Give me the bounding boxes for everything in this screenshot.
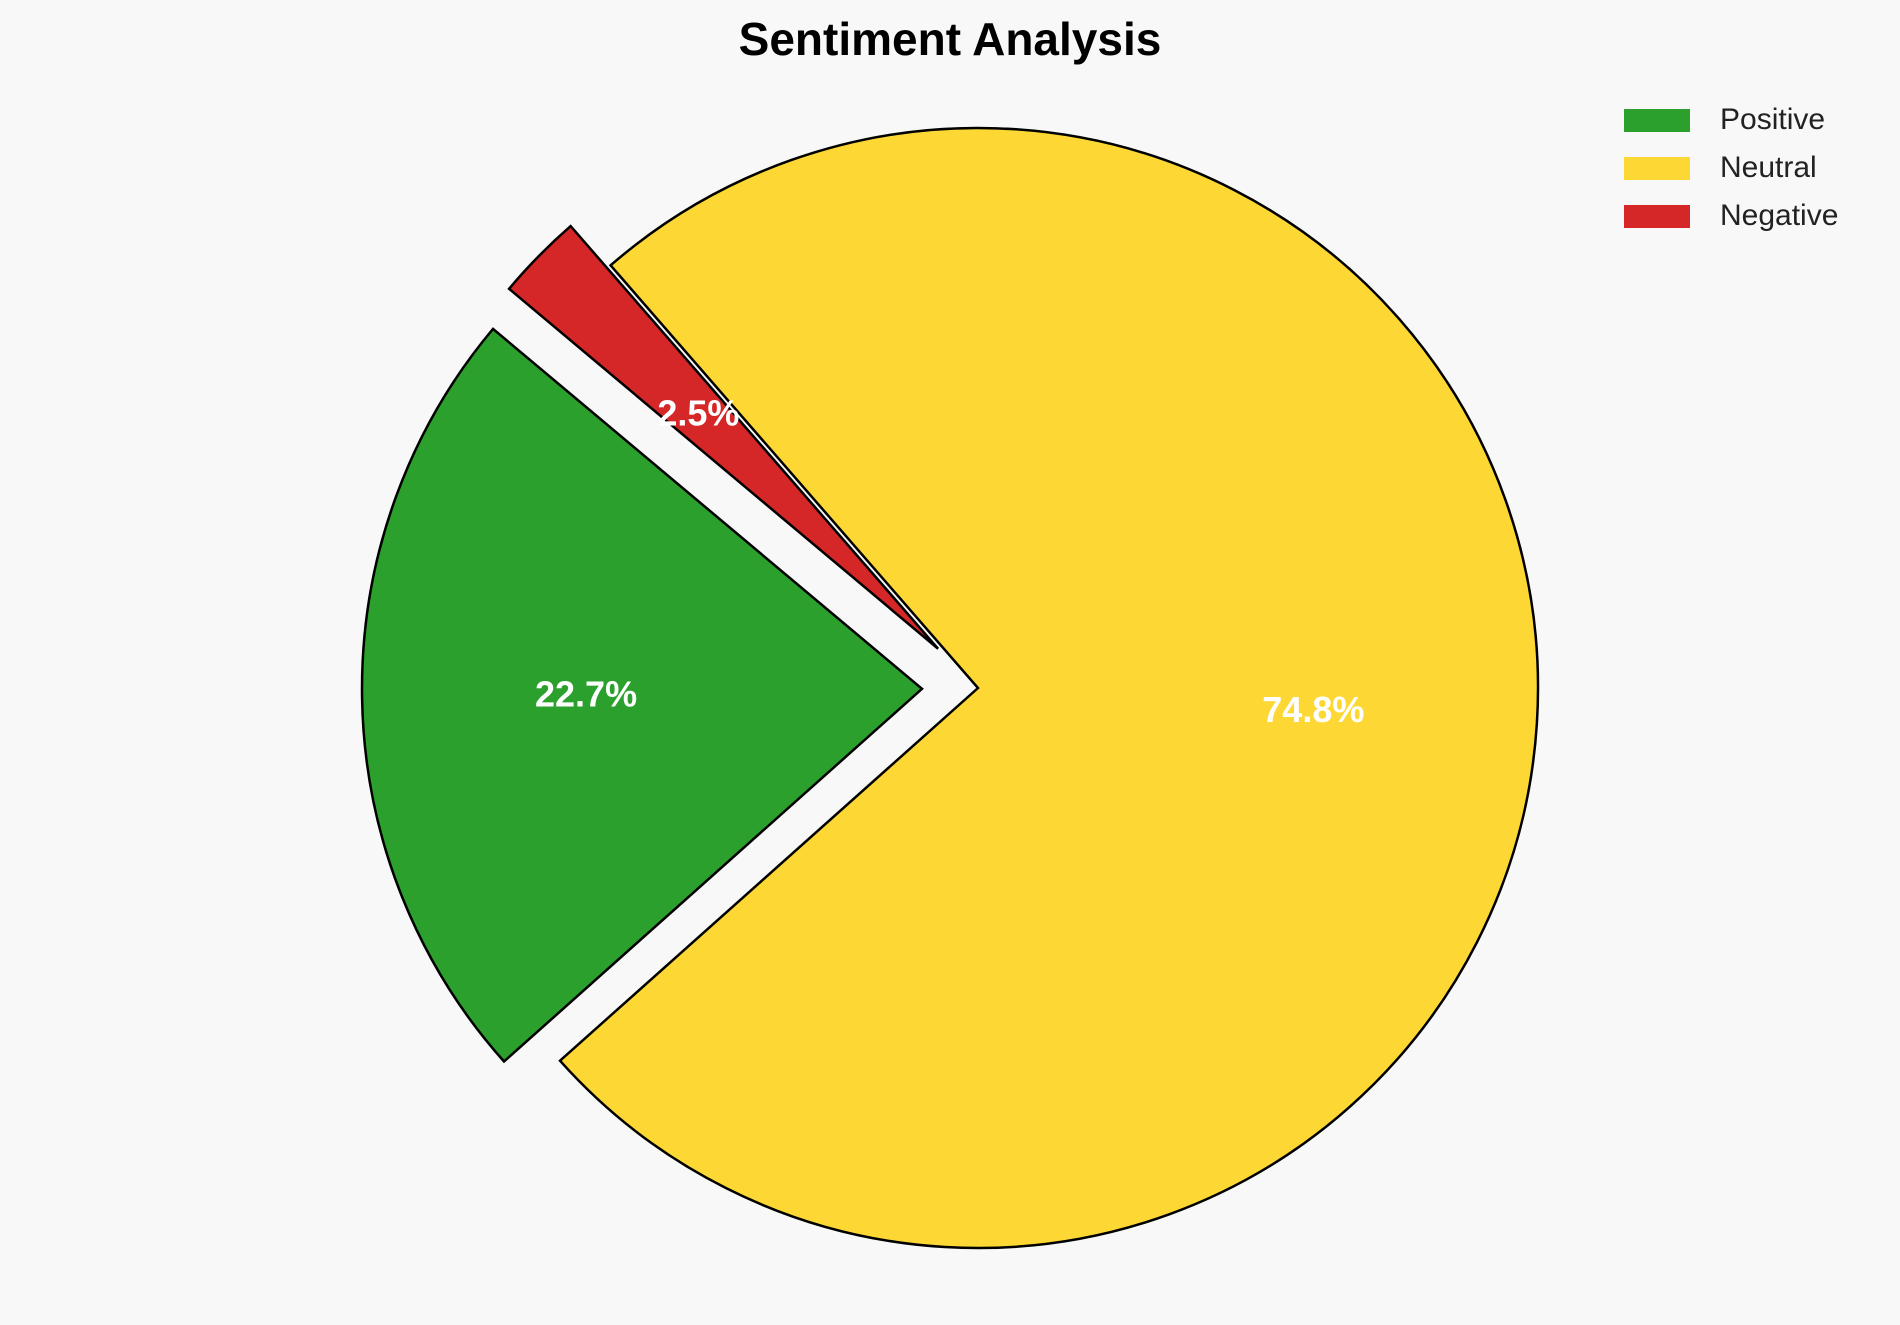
legend-item-neutral: Neutral [1624, 144, 1838, 192]
legend-swatch-negative [1624, 204, 1690, 228]
pie-slice-neutral [558, 126, 1540, 1250]
slice-label-positive: 22.7% [535, 673, 637, 714]
legend-swatch-positive [1624, 108, 1690, 132]
pie-slice-negative [507, 224, 940, 650]
legend-swatch-neutral [1624, 156, 1690, 180]
legend-item-positive: Positive [1624, 96, 1838, 144]
legend-item-negative: Negative [1624, 192, 1838, 240]
legend-label-negative: Negative [1720, 199, 1839, 232]
chart-title: Sentiment Analysis [738, 13, 1162, 65]
pie-slice-positive [360, 327, 924, 1064]
legend-label-neutral: Neutral [1720, 151, 1817, 184]
slice-label-negative: 2.5% [657, 393, 739, 434]
legend-label-positive: Positive [1720, 103, 1826, 136]
legend: Positive Neutral Negative [1624, 96, 1838, 240]
slice-label-neutral: 74.8% [1262, 689, 1364, 730]
